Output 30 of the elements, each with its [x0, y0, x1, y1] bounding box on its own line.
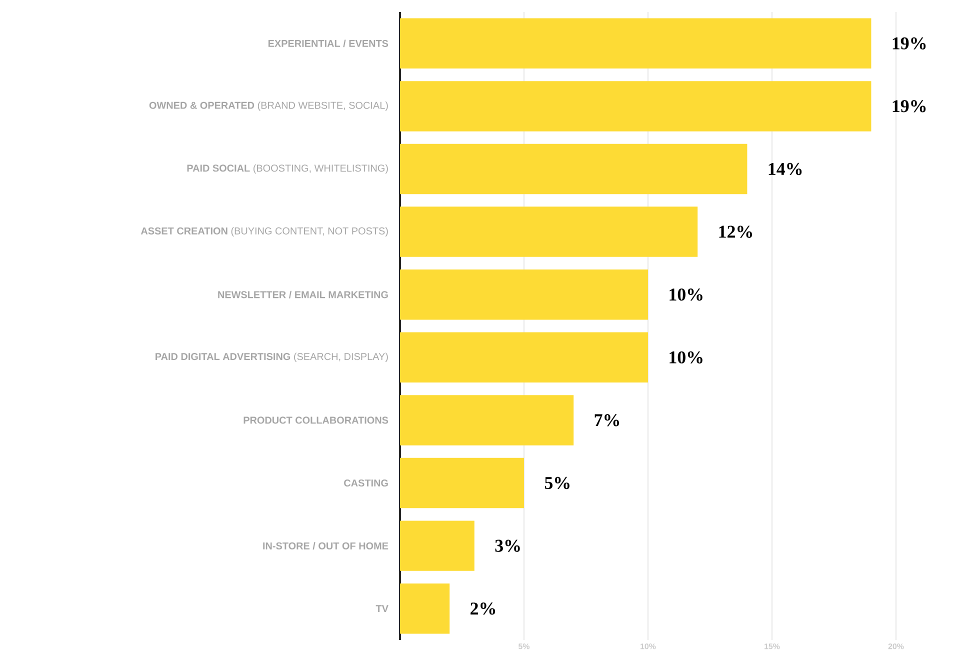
y-tick-label: ASSET CREATION (BUYING CONTENT, NOT POSTS) [140, 227, 388, 236]
data-label: 19% [892, 100, 926, 112]
bar [400, 520, 474, 571]
data-label: 12% [719, 226, 752, 238]
data-label: 19% [892, 37, 926, 50]
y-tick-label: NEWSLETTER / EMAIL MARKETING [218, 290, 388, 298]
bar [400, 206, 698, 257]
data-label: 14% [768, 162, 802, 176]
y-tick-label: CASTING [344, 479, 388, 487]
data-label: 10% [670, 288, 702, 301]
y-tick-label: IN-STORE / OUT OF HOME [263, 542, 388, 550]
bar [400, 144, 748, 194]
bar [400, 332, 648, 383]
data-label: 3% [495, 540, 520, 552]
bar [400, 583, 450, 634]
bar [400, 18, 872, 69]
data-label: 7% [594, 414, 620, 426]
y-tick-label: OWNED & OPERATED (BRAND WEBSITE, SOCIAL) [149, 102, 388, 111]
y-tick-label: PAID DIGITAL ADVERTISING (SEARCH, DISPLAY) [156, 352, 388, 362]
bar [400, 458, 524, 508]
data-label: 5% [544, 476, 570, 490]
bar [400, 81, 872, 132]
y-tick-label: EXPERIENTIAL / EVENTS [268, 40, 388, 48]
y-tick-label: TV [376, 605, 388, 612]
bar [400, 269, 648, 320]
data-label: 2% [470, 602, 496, 615]
bar [400, 395, 574, 446]
y-tick-label: PRODUCT COLLABORATIONS [244, 416, 388, 424]
data-label: 10% [670, 351, 702, 364]
y-tick-label: PAID SOCIAL (BOOSTING, WHITELISTING) [187, 164, 388, 174]
